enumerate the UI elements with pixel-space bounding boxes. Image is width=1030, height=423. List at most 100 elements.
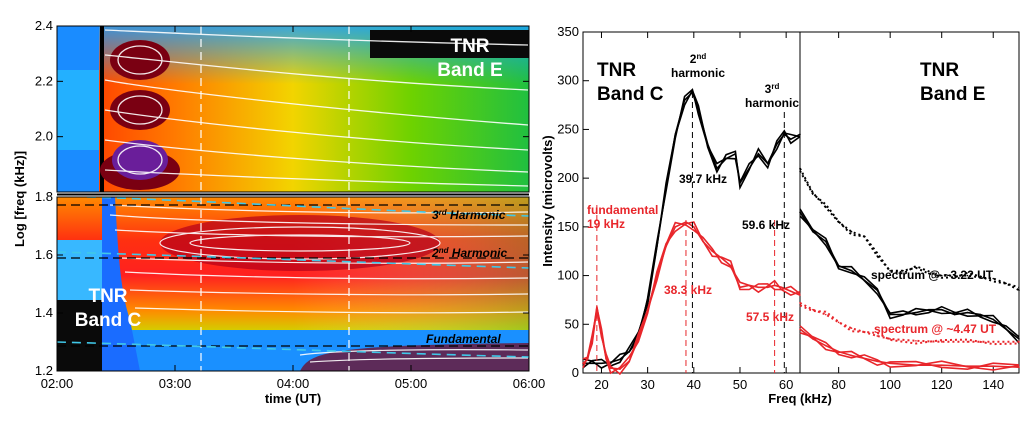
band-c-label-1: TNR — [88, 286, 127, 307]
spectrum-point — [665, 187, 667, 189]
spectrum-point — [850, 354, 853, 357]
spectrum-point — [824, 344, 827, 347]
spectra-x-tick: 40 — [687, 377, 701, 392]
spec-x-tick: 06:00 — [513, 376, 546, 391]
spectrum-point — [637, 338, 640, 340]
spectrum-time-label: spectrum @ ~3.22 UT — [871, 268, 994, 282]
spectra-annotation: 57.5 kHz — [746, 310, 794, 324]
spectrum-point — [1018, 338, 1020, 340]
spectrum-point — [812, 308, 814, 311]
spectrum-point — [915, 311, 917, 314]
spectra-y-tick: 0 — [572, 365, 579, 380]
spectrum-point — [824, 206, 827, 209]
spectrum-point — [605, 357, 607, 360]
spec-x-tick: 04:00 — [277, 376, 310, 391]
spectrum-point — [940, 308, 943, 311]
spec-ylabel: Log [freq (kHz)] — [12, 151, 27, 247]
spectrum-point — [609, 361, 612, 364]
band-c-label-2: Band C — [75, 310, 142, 331]
spectrum-point — [902, 313, 904, 316]
spectrum-point — [863, 357, 866, 360]
spectrum-point — [837, 321, 840, 324]
spectra-annotation: 39.7 kHz — [679, 172, 727, 186]
spectra-x-tick: 30 — [640, 377, 654, 392]
spec-y-tick: 2.4 — [35, 18, 53, 33]
spectrum-point — [1018, 341, 1020, 343]
spectra-annotation: harmonic — [745, 96, 799, 110]
dynamic-spectrum: TNR Band E TNR Band C 3rd Harmonic 2nd Ha… — [12, 18, 545, 406]
spectra-annotation: 3rd — [765, 82, 780, 97]
spectra-y-tick: 300 — [557, 73, 579, 88]
spectrum-point — [837, 221, 840, 223]
spectrum-point — [966, 365, 969, 367]
spectrum-time-label: spectrum @ ~4.47 UT — [874, 322, 997, 336]
spectra-content: 20 30 40 50 60 0 50 100 150 200 250 300 350 TNR Band C… — [557, 24, 1020, 392]
spectrum-point — [757, 152, 760, 155]
spectra-annotation: fundamental — [587, 203, 658, 217]
spectrum-point — [1005, 282, 1007, 285]
spectrum-point — [824, 313, 827, 316]
spec-y-tick: 2.0 — [35, 129, 53, 144]
spectrum-point — [876, 360, 879, 363]
spectrum-point — [1018, 366, 1020, 368]
spectrum-line — [582, 221, 801, 376]
spectra-xlabel: Freq (kHz) — [768, 391, 832, 406]
spectrum-point — [992, 341, 995, 343]
spec-harmonic-label: 3rd Harmonic — [432, 208, 506, 223]
spectrum-point — [992, 365, 995, 367]
spectrum-point — [674, 226, 677, 228]
spectrum-point — [915, 340, 917, 342]
spectrum-point — [837, 265, 840, 267]
spectrum-point — [591, 338, 594, 340]
spectrum-point — [799, 294, 801, 296]
spectra-y-tick: 350 — [557, 24, 579, 39]
spectrum-point — [766, 286, 769, 289]
spectrum-point — [966, 274, 969, 277]
band-e-heatmap — [57, 26, 529, 192]
spectrum-point — [799, 133, 801, 136]
spectrum-line — [582, 221, 801, 375]
spectrum-point — [656, 274, 658, 277]
spectra-y-tick: 200 — [557, 170, 579, 185]
spectrum-point — [953, 274, 956, 277]
spectrum-line — [582, 88, 801, 369]
spectrum-point — [979, 276, 982, 279]
spectra-x-tick: 140 — [982, 377, 1004, 392]
spectrum-point — [876, 335, 879, 337]
spectrum-point — [837, 350, 840, 353]
spectrum-point — [619, 368, 621, 370]
spec-x-tick: 05:00 — [395, 376, 428, 391]
spectrum-point — [716, 167, 718, 170]
spectrum-point — [940, 341, 943, 343]
spectra-x-tick: 120 — [931, 377, 953, 392]
spectrum-point — [656, 245, 658, 248]
spectrum-point — [776, 143, 778, 145]
band-e-plot-frame — [799, 31, 1020, 374]
spectrum-point — [720, 257, 723, 259]
spectra-x-tick: 20 — [594, 377, 608, 392]
spectrum-point — [915, 364, 917, 367]
spectrum-line — [799, 325, 1020, 371]
spec-y-tick: 1.6 — [35, 247, 53, 262]
spectra-y-tick: 150 — [557, 219, 579, 234]
spec-annotations: 3rd Harmonic 2nd Harmonic Fundamental — [426, 208, 507, 347]
spectra-y-tick: 100 — [557, 268, 579, 283]
spectrum-point — [711, 250, 714, 253]
spectrum-point — [739, 286, 741, 289]
spec-x-tick: 02:00 — [41, 376, 74, 391]
spec-y-tick: 2.2 — [35, 73, 53, 88]
spectrum-point — [799, 167, 801, 170]
spectrum-point — [789, 138, 792, 140]
spectrum-point — [739, 182, 741, 184]
spec-y-tick: 1.8 — [35, 189, 53, 204]
spectra-annotation: 38.3 kHz — [664, 283, 712, 297]
spectrum-point — [940, 274, 943, 277]
spec-axes: 02:00 03:00 04:00 05:00 06:00 2.0 2.2 2.4 1.2 1.4… — [35, 18, 545, 391]
spectrum-point — [646, 308, 649, 311]
spectrum-point — [799, 302, 801, 304]
spectrum-point — [902, 269, 904, 272]
spectra-panel-title: Band E — [920, 84, 985, 105]
spectrum-point — [665, 245, 667, 248]
spectrum-point — [734, 152, 737, 155]
